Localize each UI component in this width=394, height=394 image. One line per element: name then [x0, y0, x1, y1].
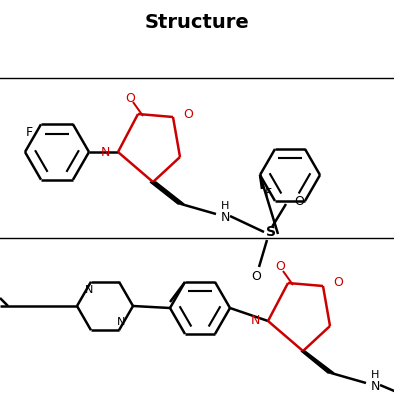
Text: N: N: [221, 210, 230, 223]
Text: O: O: [183, 108, 193, 121]
Text: F: F: [265, 186, 272, 199]
Text: H: H: [221, 201, 229, 211]
Polygon shape: [150, 182, 184, 204]
Text: O: O: [125, 91, 135, 104]
Text: N: N: [371, 379, 380, 392]
Text: N: N: [117, 317, 125, 327]
Text: N: N: [100, 145, 110, 158]
Text: N: N: [251, 314, 260, 327]
Text: S: S: [266, 225, 276, 239]
Text: O: O: [294, 195, 304, 208]
Text: H: H: [371, 370, 379, 380]
Text: O: O: [333, 277, 343, 290]
Text: N: N: [85, 285, 93, 295]
Text: O: O: [251, 271, 261, 284]
Text: F: F: [26, 126, 33, 139]
Text: Structure: Structure: [145, 13, 249, 32]
Text: O: O: [275, 260, 285, 273]
Polygon shape: [301, 351, 334, 373]
